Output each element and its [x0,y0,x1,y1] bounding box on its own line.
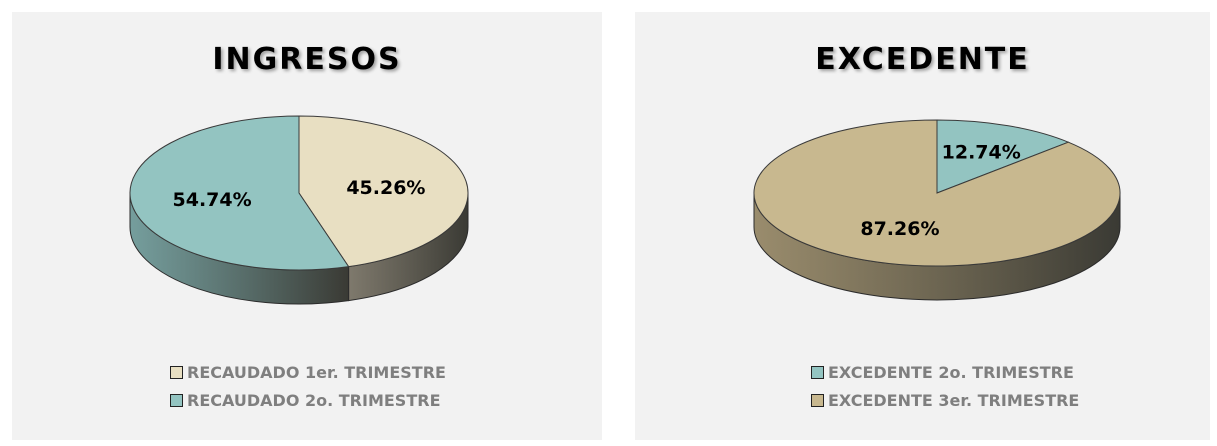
pie-slice [753,119,1121,267]
legend-label: RECAUDADO 2o. TRIMESTRE [187,390,441,410]
legend-label: EXCEDENTE 2o. TRIMESTRE [828,362,1074,382]
pie-chart-excedente: 12.74% 87.26% [753,119,1121,301]
pie-data-label: 54.74% [173,189,252,211]
legend-label: RECAUDADO 1er. TRIMESTRE [187,362,446,382]
legend-item: EXCEDENTE 3er. TRIMESTRE [811,386,1079,414]
legend: RECAUDADO 1er. TRIMESTRE RECAUDADO 2o. T… [170,358,446,414]
chart-panel-ingresos: INGRESOS 45.26% 54.74% RECAUDADO 1er. TRI… [12,12,602,440]
legend-label: EXCEDENTE 3er. TRIMESTRE [828,390,1080,410]
legend-swatch [170,365,183,379]
legend-item: EXCEDENTE 2o. TRIMESTRE [811,358,1079,386]
pie-chart-ingresos: 45.26% 54.74% [129,115,469,305]
chart-panel-excedente: EXCEDENTE 12.74% 87.26% EXCEDENTE 2o. TRI… [635,12,1210,440]
pie-data-label: 87.26% [860,218,939,240]
legend-swatch [170,393,183,407]
legend-item: RECAUDADO 2o. TRIMESTRE [170,386,446,414]
legend-swatch [811,393,824,407]
legend: EXCEDENTE 2o. TRIMESTRE EXCEDENTE 3er. T… [811,358,1079,414]
pie-slice [129,115,350,271]
pie-slice [936,119,1070,194]
legend-item: RECAUDADO 1er. TRIMESTRE [170,358,446,386]
chart-title: INGRESOS [212,42,402,77]
chart-title: EXCEDENTE [815,42,1030,77]
pie-data-label: 45.26% [346,177,425,199]
legend-swatch [811,365,824,379]
pie-data-label: 12.74% [942,141,1021,163]
pie-slice [298,115,469,268]
